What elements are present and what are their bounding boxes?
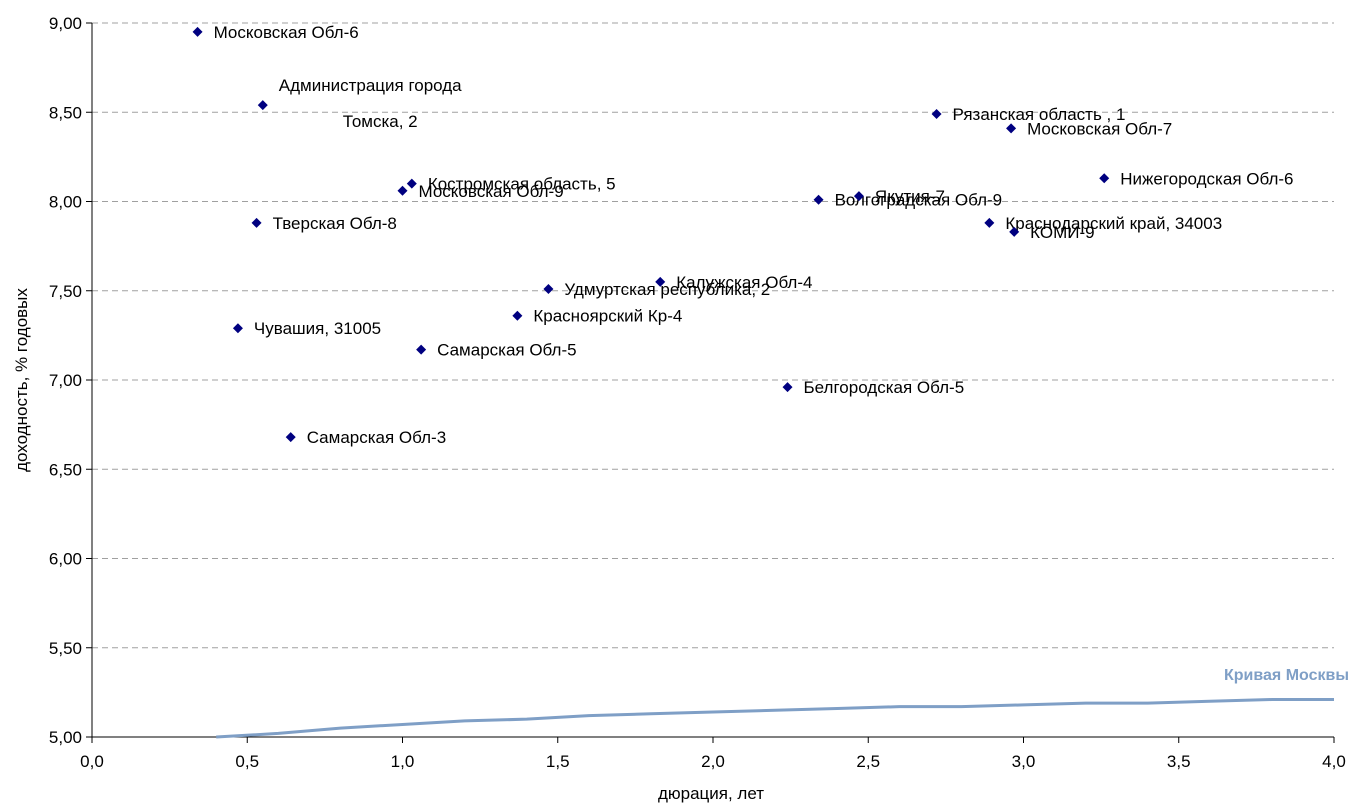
data-point: Калужская Обл-4 — [655, 273, 812, 292]
point-label: Самарская Обл-3 — [307, 428, 446, 447]
point-label: Тверская Обл-8 — [273, 214, 397, 233]
x-tick-label: 0,0 — [80, 752, 104, 771]
data-point: Московская Обл-6 — [192, 23, 359, 42]
point-label: Белгородская Обл-5 — [804, 378, 965, 397]
point-label: Томска, 2 — [343, 112, 418, 131]
point-marker — [853, 191, 864, 202]
x-tick-label: 3,0 — [1012, 752, 1036, 771]
y-tick-label: 6,00 — [49, 550, 82, 569]
point-marker — [397, 185, 408, 196]
point-label: Костромская область, 5 — [428, 175, 616, 194]
curve-label: Кривая Москвы — [1224, 667, 1349, 684]
y-tick-label: 5,50 — [49, 639, 82, 658]
x-tick-label: 3,5 — [1167, 752, 1191, 771]
point-marker — [782, 382, 793, 393]
data-point: Самарская Обл-5 — [416, 341, 577, 360]
point-label: Калужская Обл-4 — [676, 273, 812, 292]
grid-lines — [92, 22, 1334, 649]
point-marker — [984, 217, 995, 228]
data-point: Якутия-7 — [853, 187, 945, 206]
point-marker — [285, 432, 296, 443]
point-label: Якутия-7 — [875, 187, 945, 206]
point-marker — [1009, 226, 1020, 237]
point-label: Московская Обл-9 — [419, 182, 564, 201]
point-marker — [1099, 173, 1110, 184]
point-marker — [512, 310, 523, 321]
x-tick-label: 1,5 — [546, 752, 570, 771]
x-tick-label: 2,5 — [856, 752, 880, 771]
data-point: Московская Обл-9 — [397, 182, 564, 201]
point-label: Волгоградская Обл-9 — [835, 191, 1003, 210]
point-label: Краснодарский край, 34003 — [1005, 214, 1222, 233]
point-marker — [257, 100, 268, 111]
point-marker — [416, 344, 427, 355]
data-point: КОМИ-9 — [1009, 223, 1095, 242]
y-tick-label: 8,00 — [49, 193, 82, 212]
point-label: Рязанская область , 1 — [953, 105, 1126, 124]
point-marker — [232, 323, 243, 334]
data-points: Московская Обл-6 Администрация города Томс… — [192, 23, 1293, 447]
data-point: Рязанская область , 1 — [931, 105, 1126, 124]
curve-line — [216, 698, 1334, 739]
y-axis-title: доходность, % годовых — [12, 288, 31, 472]
point-label: Удмуртская республика, 2 — [564, 280, 770, 299]
x-axis-ticks: 0,0 0,5 1,0 1,5 2,0 2,5 3,0 3,5 4,0 — [80, 737, 1346, 771]
data-point: Самарская Обл-3 — [285, 428, 446, 447]
point-marker — [1006, 123, 1017, 134]
data-point: Московская Обл-7 — [1006, 119, 1172, 138]
point-label: Администрация города — [279, 76, 462, 95]
data-point: Краснодарский край, 34003 — [984, 214, 1222, 233]
data-point: Администрация города Томска, 2 — [257, 76, 462, 131]
y-tick-label: 8,50 — [49, 103, 82, 122]
point-marker — [813, 194, 824, 205]
data-point: Красноярский Кр-4 — [512, 307, 682, 326]
point-label: Самарская Обл-5 — [437, 341, 576, 360]
point-label: Московская Обл-7 — [1027, 119, 1172, 138]
y-tick-label: 9,00 — [49, 14, 82, 33]
point-marker — [192, 26, 203, 37]
data-point: Нижегородская Обл-6 — [1099, 169, 1293, 188]
y-tick-label: 6,50 — [49, 460, 82, 479]
x-tick-label: 1,0 — [391, 752, 415, 771]
x-tick-label: 2,0 — [701, 752, 725, 771]
y-tick-label: 7,50 — [49, 282, 82, 301]
data-point: Тверская Обл-8 — [251, 214, 397, 233]
x-tick-label: 4,0 — [1322, 752, 1346, 771]
point-label: КОМИ-9 — [1030, 223, 1094, 242]
point-label: Московская Обл-6 — [214, 23, 359, 42]
point-marker — [655, 276, 666, 287]
y-tick-label: 5,00 — [49, 728, 82, 747]
data-point: Костромская область, 5 — [406, 175, 616, 194]
data-point: Удмуртская республика, 2 — [543, 280, 770, 299]
x-axis-title: дюрация, лет — [658, 784, 764, 803]
y-axis-ticks: 5,00 5,50 6,00 6,50 7,00 7,50 8,00 8,50 9,00 — [49, 14, 92, 747]
point-marker — [931, 109, 942, 120]
point-marker — [251, 217, 262, 228]
point-marker — [406, 178, 417, 189]
point-label: Чувашия, 31005 — [254, 319, 381, 338]
moscow-curve: Кривая Москвы — [216, 667, 1349, 739]
data-point: Чувашия, 31005 — [232, 319, 381, 338]
point-label: Нижегородская Обл-6 — [1120, 169, 1293, 188]
point-label: Красноярский Кр-4 — [533, 307, 682, 326]
y-tick-label: 7,00 — [49, 371, 82, 390]
data-point: Белгородская Обл-5 — [782, 378, 965, 397]
point-marker — [543, 283, 554, 294]
x-tick-label: 0,5 — [235, 752, 259, 771]
data-point: Волгоградская Обл-9 — [813, 191, 1003, 210]
